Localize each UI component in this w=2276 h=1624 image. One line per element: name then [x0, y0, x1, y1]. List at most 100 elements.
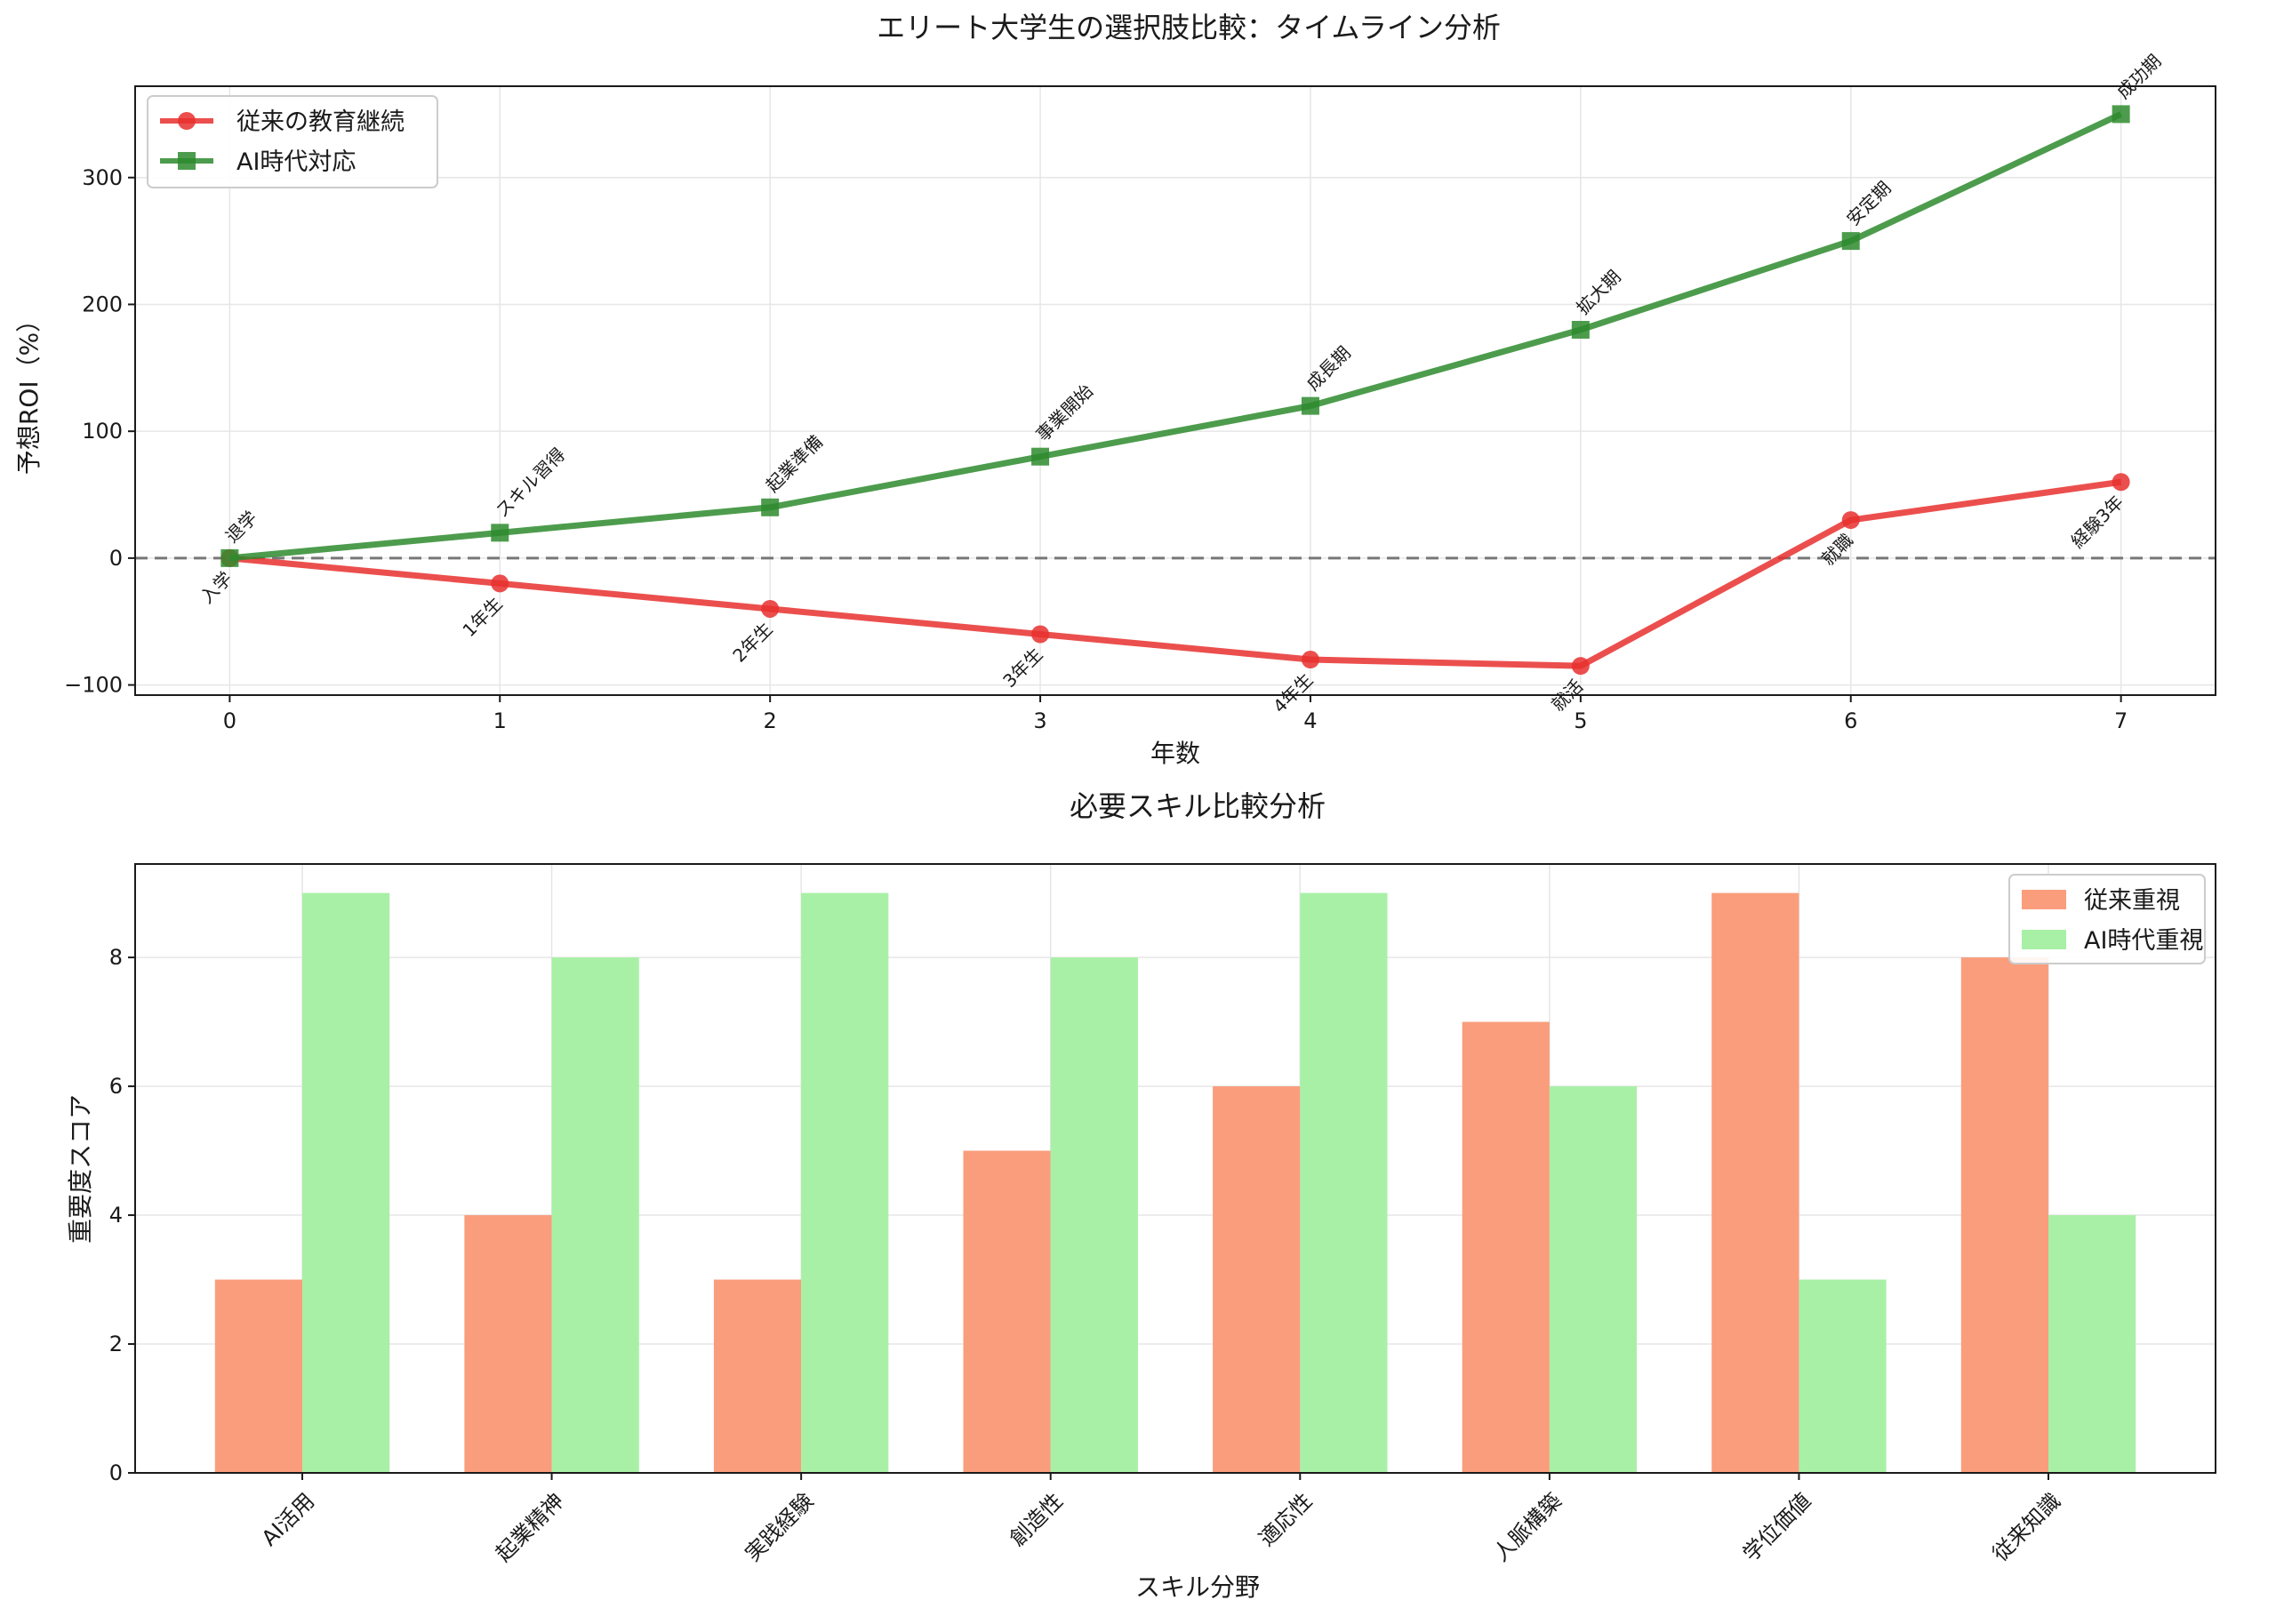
timeline-x-tick-label: 0 [223, 708, 236, 733]
point-ai [1841, 232, 1860, 251]
point-traditional [761, 599, 780, 618]
skills-x-tick-group: 起業精神 [491, 1488, 569, 1566]
timeline-x-tick-label: 3 [1033, 708, 1046, 733]
skills-chart: 必要スキル比較分析 AI活用 起業精神 実践経験 創造性 適応性 人脈構築 学位価値 従来知識… [66, 789, 2216, 1602]
bar-traditional-focus [1711, 892, 1799, 1473]
timeline-y-tick-label: 200 [82, 292, 123, 316]
bar-traditional-focus [963, 1150, 1051, 1473]
skills-x-tick-group: 人脈構築 [1488, 1488, 1567, 1566]
timeline-series-layer [220, 105, 2130, 676]
skills-x-tick-group: 学位価値 [1738, 1488, 1816, 1566]
skills-x-tick-group: 適応性 [1254, 1488, 1318, 1551]
point-ai [1031, 447, 1050, 466]
annotation-ai-group: 事業開始 [1032, 380, 1098, 446]
skills-x-tick-label: AI活用 [257, 1488, 319, 1550]
skills-grid [135, 864, 2216, 1474]
skills-x-tick-label: 実践経験 [741, 1488, 819, 1566]
skills-chart-title: 必要スキル比較分析 [1070, 789, 1326, 823]
timeline-y-ticks: −100 0 100 200 300 [64, 165, 135, 698]
timeline-y-axis-label: 予想ROI（%） [14, 308, 44, 475]
skills-y-ticks: 0 2 4 6 8 [109, 945, 135, 1485]
skills-y-tick-label: 4 [109, 1203, 123, 1228]
annotation-traditional-group: 経験3年 [2067, 492, 2128, 552]
timeline-x-axis-label: 年数 [1150, 739, 1200, 768]
series-line-traditional [229, 478, 2122, 669]
point-ai [1571, 321, 1590, 339]
annotation-ai-group: 退学 [221, 507, 261, 547]
legend-item-ai: AI時代対応 [160, 148, 356, 176]
skills-x-tick-label: 創造性 [1005, 1488, 1068, 1551]
point-traditional [1571, 657, 1590, 676]
legend-label-ai: AI時代対応 [236, 148, 356, 176]
legend-swatch-ai-focus [2022, 930, 2066, 949]
timeline-legend-box [147, 95, 438, 188]
skills-x-axis-label: スキル分野 [1135, 1572, 1260, 1602]
timeline-y-tick-label: 300 [82, 165, 123, 190]
skills-y-tick-label: 6 [109, 1074, 123, 1099]
point-traditional [1031, 625, 1050, 644]
legend-item-traditional-focus: 従来重視 [2022, 887, 2180, 915]
bar-traditional-focus [1462, 1021, 1550, 1473]
timeline-y-tick-label: −100 [64, 673, 123, 698]
bar-traditional-focus [713, 1279, 802, 1473]
point-traditional [491, 574, 509, 593]
legend-swatch-traditional-focus [2022, 890, 2066, 909]
skills-plot-frame [134, 863, 2216, 1474]
legend-label-ai-focus: AI時代重視 [2084, 927, 2203, 955]
skills-x-ticks: AI活用 起業精神 実践経験 創造性 適応性 人脈構築 学位価値 従来知識 [257, 1473, 2065, 1566]
skills-x-tick-group: 従来知識 [1988, 1488, 2066, 1566]
bar-ai-focus [301, 892, 390, 1473]
legend-marker-ai [178, 152, 196, 170]
series-line-ai [229, 111, 2123, 562]
timeline-legend: 従来の教育継続 AI時代対応 [147, 95, 438, 188]
timeline-x-tick-label: 5 [1574, 708, 1587, 733]
legend-label-traditional: 従来の教育継続 [236, 108, 405, 136]
legend-marker-traditional [178, 112, 196, 130]
bar-traditional-focus [464, 1215, 552, 1473]
annotation-ai-group: 成功期 [2112, 50, 2165, 102]
point-ai [220, 548, 239, 567]
annotation-ai-group: 起業準備 [762, 431, 828, 497]
bar-ai-focus [801, 892, 889, 1473]
skills-y-tick-label: 8 [109, 945, 123, 970]
skills-bars [214, 892, 2136, 1473]
timeline-x-tick-label: 1 [493, 708, 507, 733]
skills-x-tick-label: 人脈構築 [1488, 1488, 1567, 1566]
bar-ai-focus [1300, 892, 1388, 1473]
timeline-x-tick-label: 4 [1303, 708, 1317, 733]
timeline-y-tick-label: 100 [82, 419, 123, 444]
timeline-plot-frame [134, 85, 2216, 696]
bar-ai-focus [2048, 1215, 2136, 1473]
timeline-x-tick-label: 6 [1844, 708, 1857, 733]
legend-item-ai-focus: AI時代重視 [2022, 927, 2203, 955]
bar-ai-focus [1050, 957, 1138, 1473]
annotation-ai: 退学 [221, 507, 261, 547]
legend-item-traditional: 従来の教育継続 [160, 108, 405, 136]
skills-x-tick-label: 従来知識 [1988, 1488, 2066, 1566]
skills-x-tick-label: 適応性 [1254, 1488, 1318, 1551]
annotation-ai: スキル習得 [492, 444, 570, 522]
point-ai [1301, 396, 1319, 415]
point-traditional [2112, 473, 2130, 492]
skills-x-tick-label: 起業精神 [491, 1488, 569, 1566]
skills-x-tick-group: 創造性 [1005, 1488, 1068, 1551]
bar-ai-focus [1549, 1086, 1638, 1473]
timeline-grid [135, 86, 2216, 695]
skills-y-axis-label: 重要度スコア [66, 1094, 95, 1244]
annotation-ai: 事業開始 [1032, 380, 1098, 446]
skills-x-tick-group: AI活用 [257, 1488, 319, 1550]
timeline-x-ticks: 0 1 2 3 4 5 6 7 [223, 695, 2128, 733]
bar-traditional-focus [1213, 1086, 1301, 1473]
skills-y-tick-label: 0 [109, 1460, 123, 1485]
bar-traditional-focus [214, 1279, 302, 1473]
skills-y-tick-label: 2 [109, 1332, 123, 1356]
point-ai [761, 498, 780, 516]
annotation-ai: 成功期 [2112, 50, 2165, 102]
annotation-ai: 起業準備 [762, 431, 828, 497]
point-ai [2112, 105, 2130, 124]
skills-x-tick-group: 実践経験 [741, 1488, 819, 1566]
